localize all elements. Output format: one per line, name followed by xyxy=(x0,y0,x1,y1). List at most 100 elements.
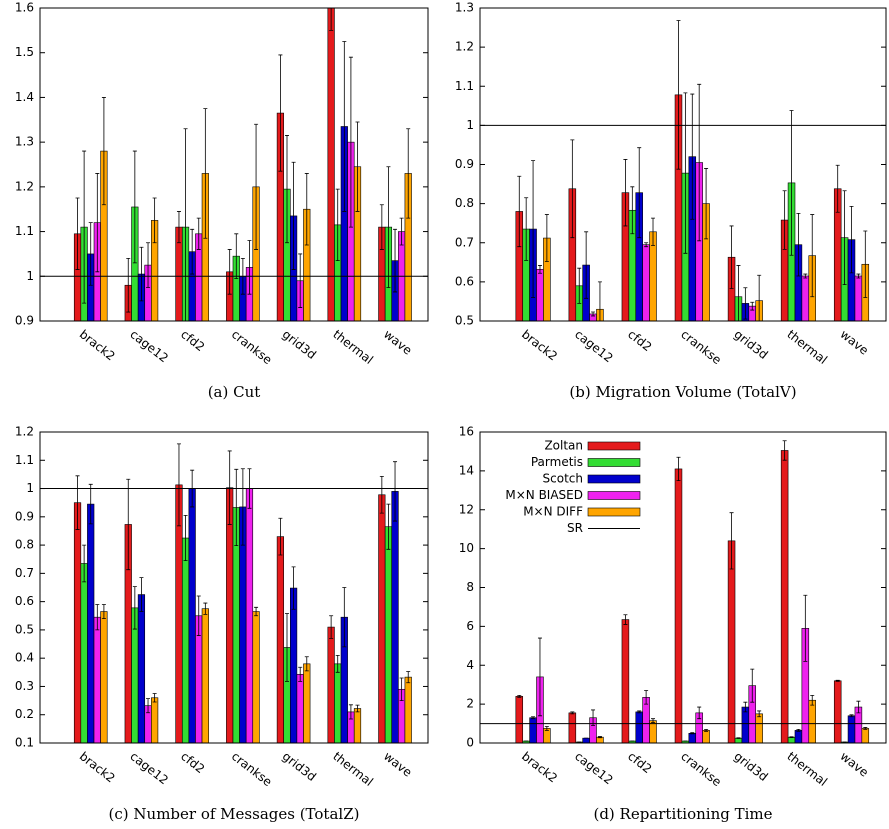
error-bar xyxy=(227,450,232,525)
error-bar xyxy=(379,204,384,250)
caption: (a) Cut xyxy=(208,383,261,401)
x-tick-label: thermal xyxy=(784,749,829,789)
x-tick-label: wave xyxy=(381,749,415,780)
error-bar xyxy=(329,615,334,639)
y-tick-label: 0.6 xyxy=(15,594,34,608)
error-bar xyxy=(152,693,157,703)
error-bar xyxy=(298,253,303,308)
error-bar xyxy=(743,287,748,320)
bar xyxy=(833,680,842,743)
bar xyxy=(727,540,736,743)
error-bar xyxy=(203,602,208,615)
bar xyxy=(276,536,285,743)
x-tick-label: crankse xyxy=(678,749,724,789)
error-bar xyxy=(139,246,144,302)
error-bar xyxy=(517,694,522,698)
legend-label: Scotch xyxy=(543,472,583,486)
error-bar xyxy=(597,281,602,321)
error-bar xyxy=(183,515,188,562)
bar xyxy=(854,275,863,321)
error-bar xyxy=(146,698,151,714)
error-bar xyxy=(132,586,137,630)
legend-label: M×N DIFF xyxy=(523,505,583,519)
panel: 0.1 0.2 0.3 0.4 0.5 0.6 0.7 0.8 0.9 1 1.1 1.2 brack2… xyxy=(15,425,429,823)
error-bar xyxy=(835,679,840,682)
bar xyxy=(741,706,750,743)
error-bar xyxy=(796,213,801,277)
error-bar xyxy=(335,188,340,262)
panel: 0 2 4 6 8 10 12 14 16 brack2 cage12 cfd2 crankse grid… xyxy=(459,425,887,823)
legend-label: Parmetis xyxy=(531,455,583,469)
error-bar xyxy=(651,217,656,246)
x-tick-label: grid3d xyxy=(731,327,770,362)
bar xyxy=(353,708,362,743)
error-bar xyxy=(644,242,649,248)
error-bar xyxy=(835,164,840,213)
bar xyxy=(384,526,393,743)
bar xyxy=(861,728,870,743)
bar xyxy=(226,487,234,743)
error-bar xyxy=(75,197,80,270)
bar xyxy=(702,730,710,743)
bar xyxy=(100,611,108,743)
error-bar xyxy=(132,150,137,264)
bar xyxy=(391,491,399,743)
error-bar xyxy=(537,265,542,274)
y-tick-label: 0.6 xyxy=(455,274,474,288)
x-tick-label: grid3d xyxy=(731,749,770,784)
error-bar xyxy=(736,265,741,321)
bar xyxy=(201,608,209,743)
bar xyxy=(529,717,537,743)
y-tick-label: 1.2 xyxy=(15,179,34,193)
bar xyxy=(582,737,590,743)
caption: (c) Number of Messages (TotalZ) xyxy=(109,805,360,823)
y-tick-label: 1 xyxy=(26,269,34,283)
y-tick-label: 1 xyxy=(26,481,34,495)
error-bar xyxy=(183,128,188,321)
x-tick-label: brack2 xyxy=(519,327,560,363)
y-tick-label: 0.1 xyxy=(15,736,34,750)
y-tick-label: 12 xyxy=(459,502,474,516)
error-bar xyxy=(254,606,259,617)
bar xyxy=(137,594,146,743)
y-tick-label: 1.1 xyxy=(455,79,474,93)
plot-frame xyxy=(39,7,429,322)
error-bar xyxy=(234,233,239,279)
bar xyxy=(80,563,88,743)
y-tick-label: 1.4 xyxy=(15,90,34,104)
bar xyxy=(755,713,763,743)
bar xyxy=(688,732,697,743)
error-bar xyxy=(379,475,384,514)
caption: (d) Repartitioning Time xyxy=(593,805,772,823)
legend-swatch xyxy=(587,507,641,517)
error-bar xyxy=(782,190,787,250)
error-bar xyxy=(247,240,252,295)
legend-swatch xyxy=(587,458,641,467)
bar xyxy=(635,711,643,743)
error-bar xyxy=(782,440,787,461)
error-bar xyxy=(227,249,232,295)
error-bar xyxy=(95,173,100,273)
y-tick-label: 1.2 xyxy=(455,40,474,54)
error-bar xyxy=(196,595,201,636)
legend-swatch xyxy=(587,474,641,484)
error-bar xyxy=(95,604,100,631)
error-bar xyxy=(591,709,596,726)
y-tick-label: 0.9 xyxy=(15,314,34,328)
bar xyxy=(245,488,254,743)
y-tick-label: 0.5 xyxy=(15,622,34,636)
legend-swatch xyxy=(587,491,641,500)
error-bar xyxy=(101,604,106,619)
error-bar xyxy=(757,710,762,718)
error-bar xyxy=(690,732,695,735)
bar xyxy=(334,663,342,743)
error-bar xyxy=(342,587,347,648)
error-bar xyxy=(196,217,201,250)
x-tick-label: cfd2 xyxy=(625,749,654,776)
error-bar xyxy=(676,456,681,481)
x-tick-label: cage12 xyxy=(572,327,615,365)
error-bar xyxy=(623,159,628,227)
error-bar xyxy=(537,637,542,717)
error-bar xyxy=(176,211,181,244)
